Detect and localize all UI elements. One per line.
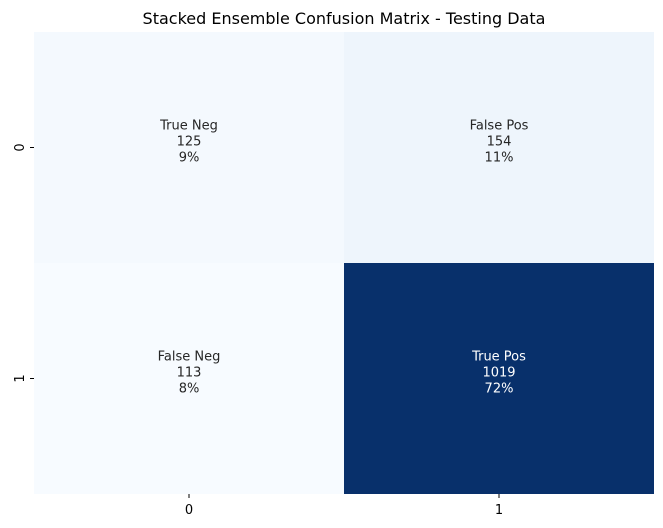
cell-label-r0-c0: True Neg <box>159 119 218 134</box>
y-tick-label-1: 1 <box>13 374 28 382</box>
cell-count-r1-c0: 113 <box>177 366 202 381</box>
cell-label-r1-c1: True Pos <box>471 350 526 365</box>
cell-count-r1-c1: 1019 <box>482 366 515 381</box>
y-axis: 01 <box>13 143 34 383</box>
heatmap-cell-r1-c0 <box>34 263 344 494</box>
x-tick-label-1: 1 <box>495 503 503 518</box>
cell-label-r0-c1: False Pos <box>470 119 529 134</box>
cell-label-r1-c0: False Neg <box>158 350 221 365</box>
heatmap-cell-r0-c1 <box>344 32 654 263</box>
cell-percent-r1-c0: 8% <box>179 382 200 397</box>
cell-percent-r1-c1: 72% <box>485 382 514 397</box>
cell-count-r0-c1: 154 <box>487 135 512 150</box>
cell-percent-r0-c1: 11% <box>485 151 514 166</box>
x-tick-label-0: 0 <box>185 503 193 518</box>
chart-title: Stacked Ensemble Confusion Matrix - Test… <box>143 9 546 28</box>
heatmap-cell-r1-c1 <box>344 263 654 494</box>
cell-percent-r0-c0: 9% <box>179 151 200 166</box>
heatmap-cells <box>34 32 654 494</box>
cell-count-r0-c0: 125 <box>177 135 202 150</box>
heatmap-cell-r0-c0 <box>34 32 344 263</box>
y-tick-label-0: 0 <box>13 143 28 151</box>
